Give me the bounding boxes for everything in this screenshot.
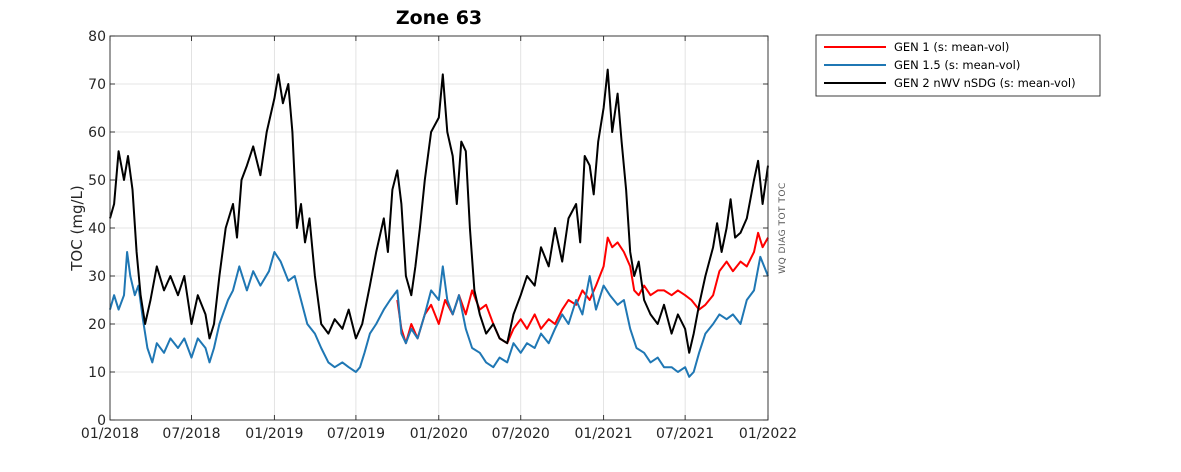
y-tick-label: 30 (88, 269, 106, 285)
x-tick-label: 01/2020 (410, 426, 468, 442)
y-tick-label: 20 (88, 317, 106, 333)
x-tick-label: 07/2018 (162, 426, 220, 442)
legend-label: GEN 1.5 (s: mean-vol) (894, 58, 1020, 72)
legend-label: GEN 1 (s: mean-vol) (894, 40, 1009, 54)
series-lines (109, 68, 769, 378)
chart-title: Zone 63 (396, 7, 482, 29)
y-tick-label: 40 (88, 221, 106, 237)
series-line-3 (109, 68, 769, 354)
x-tick-label: 01/2019 (245, 426, 303, 442)
x-tick-label: 07/2020 (492, 426, 550, 442)
y-axis-label: TOC (mg/L) (68, 185, 86, 271)
y-tick-label: 80 (88, 29, 106, 45)
axis-ticks: 0 10 20 30 40 50 60 70 80 01/2018 07/2018 01/2019 07… (81, 29, 797, 442)
y-tick-label: 70 (88, 77, 106, 93)
legend: GEN 1 (s: mean-vol) GEN 1.5 (s: mean-vol)… (815, 34, 1101, 97)
x-tick-label: 01/2021 (575, 426, 633, 442)
legend-label: GEN 2 nWV nSDG (s: mean-vol) (894, 76, 1076, 90)
x-tick-label: 01/2018 (81, 426, 139, 442)
x-tick-label: 07/2021 (656, 426, 714, 442)
side-axis-label: WQ DIAG TOT TOC (778, 182, 788, 274)
x-tick-label: 01/2022 (739, 426, 797, 442)
y-tick-label: 60 (88, 125, 106, 141)
y-tick-label: 50 (88, 173, 106, 189)
series-line-2 (109, 251, 769, 378)
y-tick-label: 0 (97, 413, 106, 429)
x-tick-label: 07/2019 (327, 426, 385, 442)
y-tick-label: 10 (88, 365, 106, 381)
